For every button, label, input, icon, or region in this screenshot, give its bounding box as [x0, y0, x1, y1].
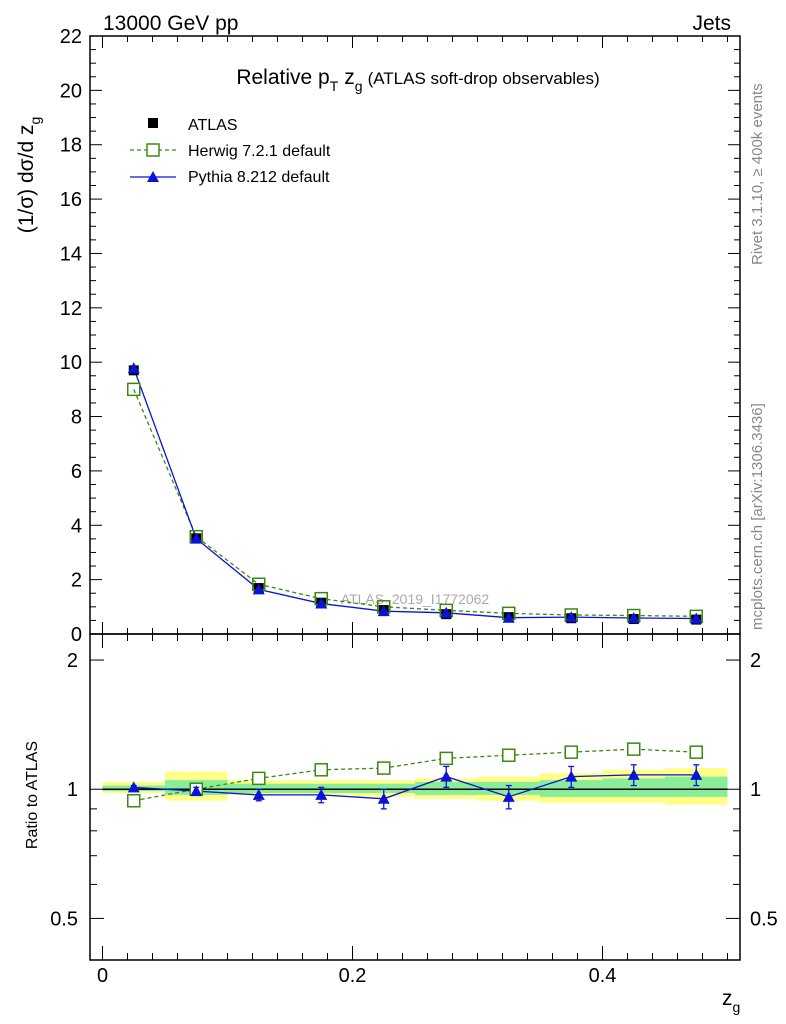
- main-y-tick-label: 16: [60, 189, 82, 211]
- ratio-uncertainty-bands: [102, 768, 728, 805]
- ratio-frame: [89, 633, 741, 961]
- legend-marker-herwig: [146, 143, 160, 157]
- ratio-y-tick-label-right: 1: [750, 779, 761, 801]
- xlabel-sub: g: [733, 999, 741, 1015]
- pythia-point: [377, 605, 390, 617]
- ratio-series: [127, 742, 703, 810]
- main-axis-ticks: 0 2 4 6 8 10 12 14 16 18 20 22: [60, 26, 740, 646]
- main-y-tick-label: 4: [71, 515, 82, 537]
- legend-marker-atlas: [148, 118, 158, 128]
- ratio-band-inner: [415, 781, 478, 795]
- x-tick-label: 0: [97, 965, 108, 987]
- x-tick-label: 0.2: [339, 965, 367, 987]
- herwig-ratio-point: [252, 771, 266, 786]
- pythia-point: [690, 612, 703, 624]
- pythia-ratio-point: [627, 768, 640, 780]
- herwig-ratio-point: [377, 761, 391, 775]
- pythia-ratio-point: [190, 785, 203, 797]
- ratio-band-inner: [227, 783, 290, 793]
- title-sub-t: T: [330, 78, 339, 94]
- ratio-y-tick-label-right: 2: [750, 650, 761, 672]
- main-ylabel-sub: g: [27, 117, 43, 125]
- main-y-tick-label: 2: [71, 570, 82, 592]
- title-suffix: (ATLAS soft-drop observables): [368, 69, 600, 88]
- main-y-tick-label: 8: [71, 407, 82, 429]
- pythia-ratio-point: [252, 788, 265, 800]
- main-y-tick-label: 22: [60, 26, 82, 48]
- main-y-axis-label: (1/σ) dσ/d zg: [15, 117, 43, 234]
- pythia-ratio-point: [565, 770, 578, 782]
- pythia-point: [565, 611, 578, 623]
- pythia-ratio-line: [133, 774, 697, 800]
- main-y-tick-label: 20: [60, 80, 82, 102]
- pythia-ratio-point: [127, 781, 140, 793]
- herwig-point: [127, 382, 141, 397]
- pythia-ratio-point: [377, 792, 390, 804]
- ratio-y-axis-label: Ratio to ATLAS: [24, 741, 41, 849]
- main-y-tick-label: 14: [60, 243, 82, 265]
- ratio-y-tick-label-left: 2: [67, 650, 78, 672]
- ratio-band-inner: [665, 776, 728, 797]
- main-y-tick-label: 10: [60, 352, 82, 374]
- main-y-tick-label: 6: [71, 461, 82, 483]
- rivet-label: Rivet 3.1.10, ≥ 400k events: [749, 83, 766, 265]
- main-y-tick-label: 0: [71, 624, 82, 646]
- main-series: [127, 362, 703, 625]
- x-tick-label: 0.4: [589, 965, 617, 987]
- header-left: 13000 GeV pp: [103, 12, 238, 35]
- header-right: Jets: [692, 12, 731, 35]
- x-axis-label: zg: [722, 987, 740, 1015]
- ratio-band-inner: [352, 783, 415, 793]
- ratio-y-tick-label-left: 1: [67, 779, 78, 801]
- legend-label-herwig: Herwig 7.2.1 default: [188, 143, 331, 160]
- main-ylabel-text: (1/σ) dσ/d z: [15, 125, 38, 234]
- main-y-tick-label: 18: [60, 135, 82, 157]
- pythia-point: [315, 597, 328, 609]
- herwig-ratio-point: [627, 742, 641, 756]
- pythia-point: [627, 611, 640, 623]
- pythia-point: [252, 583, 265, 595]
- herwig-line: [133, 389, 697, 617]
- pythia-point: [502, 611, 515, 623]
- title-zg: z: [344, 66, 355, 89]
- herwig-ratio-point: [689, 745, 703, 759]
- pythia-point: [127, 362, 140, 374]
- title-sub-g: g: [355, 78, 363, 94]
- legend-label-atlas: ATLAS: [188, 117, 238, 134]
- herwig-ratio-point: [564, 745, 578, 759]
- main-y-tick-label: 12: [60, 298, 82, 320]
- legend-label-pythia: Pythia 8.212 default: [188, 169, 330, 186]
- title-main: Relative p: [236, 66, 329, 89]
- herwig-ratio-point: [314, 763, 328, 777]
- mcplots-label: mcplots.cern.ch [arXiv:1306.3436]: [749, 403, 766, 630]
- pythia-ratio-point: [502, 790, 515, 802]
- herwig-ratio-point: [502, 748, 516, 763]
- pythia-point: [440, 606, 453, 618]
- herwig-ratio-point: [127, 794, 141, 808]
- legend-marker-pythia: [147, 171, 159, 182]
- legend: ATLAS Herwig 7.2.1 default Pythia 8.212 …: [130, 117, 331, 186]
- ratio-y-tick-label-right: 0.5: [750, 908, 778, 930]
- pythia-ratio-point: [690, 768, 703, 780]
- ratio-axis-ticks: 0.5 0.5 1 1 2 2 0 0.2 0.4: [50, 634, 778, 987]
- ratio-band-inner: [602, 778, 665, 797]
- pythia-point: [190, 532, 203, 544]
- herwig-ratio-line: [133, 748, 697, 802]
- ratio-y-tick-label-left: 0.5: [50, 908, 78, 930]
- plot-title: Relative pT zg (ATLAS soft-drop observable…: [236, 66, 599, 94]
- herwig-ratio-point: [439, 751, 453, 766]
- pythia-ratio-point: [440, 770, 453, 782]
- pythia-ratio-point: [315, 788, 328, 800]
- pythia-line: [133, 367, 697, 620]
- xlabel-text: z: [722, 987, 733, 1010]
